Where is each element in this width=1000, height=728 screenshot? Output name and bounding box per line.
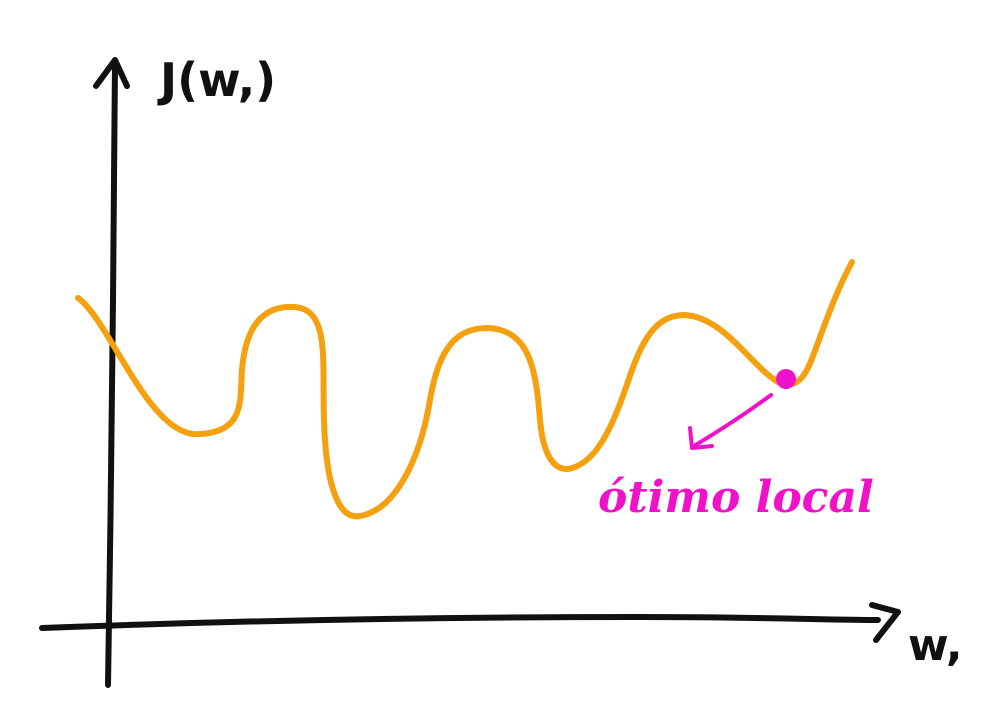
x-axis-arrowhead: [869, 602, 901, 643]
annotation-arrowhead: [688, 426, 714, 450]
annotation-label: ótimo local: [598, 472, 874, 523]
annotation-arrow: [692, 393, 773, 448]
local-optimum-point: [776, 369, 796, 389]
cost-curve: [75, 259, 855, 520]
x-axis: [39, 613, 881, 631]
y-axis-label: J(w,): [157, 53, 276, 107]
y-axis: [105, 59, 118, 688]
y-axis-arrowhead: [93, 57, 130, 89]
x-axis-label: w,: [908, 620, 963, 671]
